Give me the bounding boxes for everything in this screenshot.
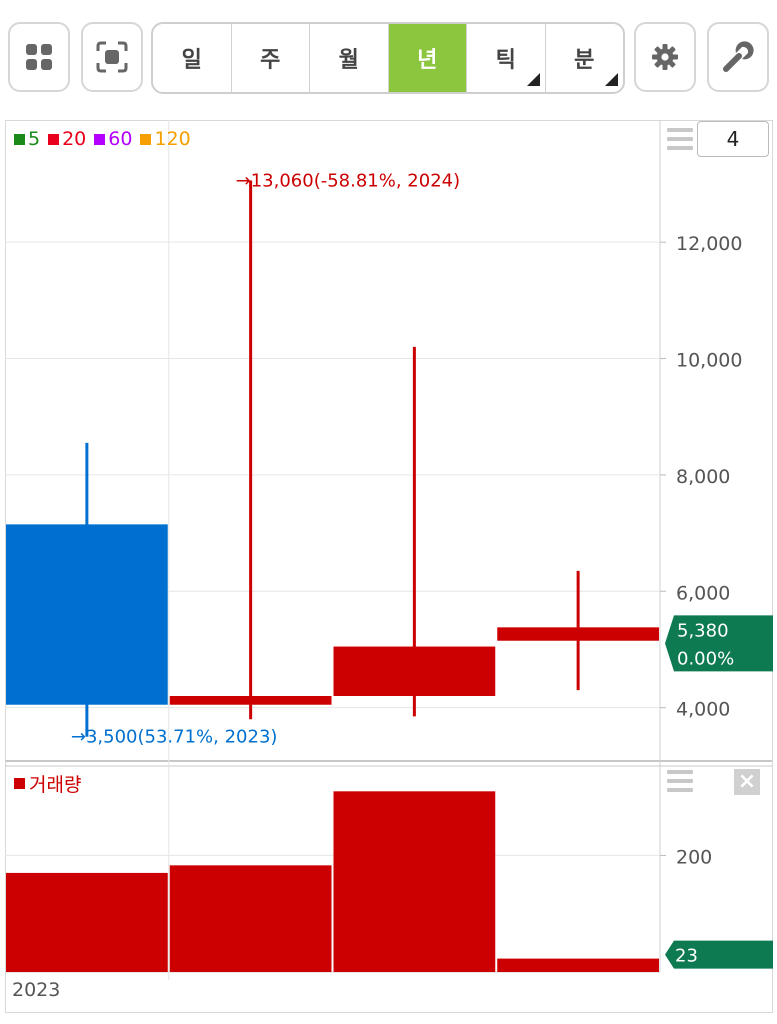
volume-bar <box>6 872 168 972</box>
tab-label: 일 <box>181 48 202 73</box>
legend-item-ma5: 5 <box>14 128 40 150</box>
layout-button[interactable] <box>8 22 70 92</box>
tab-label: 월 <box>338 48 359 73</box>
settings-button[interactable] <box>634 22 696 92</box>
volume-bar <box>169 865 332 972</box>
candle-body <box>497 627 659 641</box>
price-tick-label: 6,000 <box>676 582 730 604</box>
legend-item-ma120: 120 <box>140 128 191 150</box>
tab-period-0[interactable]: 일 <box>153 24 232 92</box>
chart-frame <box>5 120 773 1013</box>
tab-period-1[interactable]: 주 <box>232 24 310 92</box>
price-tick-label: 12,000 <box>676 233 742 255</box>
current-price-tag <box>665 615 773 672</box>
legend-label: 20 <box>62 128 87 150</box>
volume-bar <box>497 958 659 972</box>
tools-button[interactable] <box>707 22 769 92</box>
price-tick-label: 4,000 <box>676 699 730 721</box>
legend-swatch <box>140 133 152 145</box>
candle-body <box>6 524 168 705</box>
candle-body <box>333 646 496 696</box>
legend-swatch <box>14 133 25 145</box>
tab-label: 주 <box>260 48 281 73</box>
legend-swatch <box>94 133 106 145</box>
volume-panel-menu-icon[interactable] <box>667 770 693 794</box>
volume-legend: 거래량 <box>14 770 81 797</box>
high-annotation: →13,060(-58.81%, 2024) <box>236 171 461 192</box>
tab-period-3[interactable]: 년 <box>388 24 467 92</box>
candle-body <box>169 696 332 705</box>
tab-label: 년 <box>417 48 438 73</box>
gear-icon <box>652 44 678 70</box>
legend-swatch <box>48 133 60 145</box>
volume-legend-label: 거래량 <box>29 774 82 796</box>
tab-label: 분 <box>574 48 595 73</box>
current-price-label: 5,380 <box>677 620 729 641</box>
current-volume-tag <box>665 940 773 969</box>
current-change-label: 0.00% <box>677 648 734 669</box>
legend-label: 5 <box>28 128 41 150</box>
screen-capture-button[interactable] <box>81 22 143 92</box>
grid-icon <box>26 44 52 70</box>
dropdown-triangle-icon <box>526 73 540 86</box>
x-tick-label: 2023 <box>12 979 60 1001</box>
low-annotation: →3,500(53.71%, 2023) <box>71 727 278 748</box>
ma-legend: 5 20 60 120 <box>14 128 191 150</box>
current-volume-label: 23 <box>675 946 698 967</box>
legend-label: 60 <box>108 128 133 150</box>
volume-bar <box>333 791 496 972</box>
legend-item-ma20: 20 <box>48 128 86 150</box>
tab-period-5[interactable]: 분 <box>546 24 624 92</box>
close-volume-icon[interactable]: × <box>734 769 760 795</box>
dropdown-triangle-icon <box>605 73 618 86</box>
tab-label: 틱 <box>495 48 516 73</box>
wrench-icon <box>723 41 754 72</box>
price-panel-menu-icon[interactable] <box>667 128 693 152</box>
legend-label: 120 <box>154 128 191 150</box>
legend-item-ma60: 60 <box>94 128 132 150</box>
tab-period-2[interactable]: 월 <box>310 24 389 92</box>
price-tick-label: 10,000 <box>676 350 742 372</box>
screen-capture-icon <box>96 41 128 73</box>
volume-legend-swatch <box>14 778 25 789</box>
price-tick-label: 8,000 <box>676 466 730 488</box>
tab-period-4[interactable]: 틱 <box>467 24 546 92</box>
volume-tick-label: 200 <box>676 846 712 868</box>
period-count-input[interactable]: 4 <box>697 121 769 157</box>
